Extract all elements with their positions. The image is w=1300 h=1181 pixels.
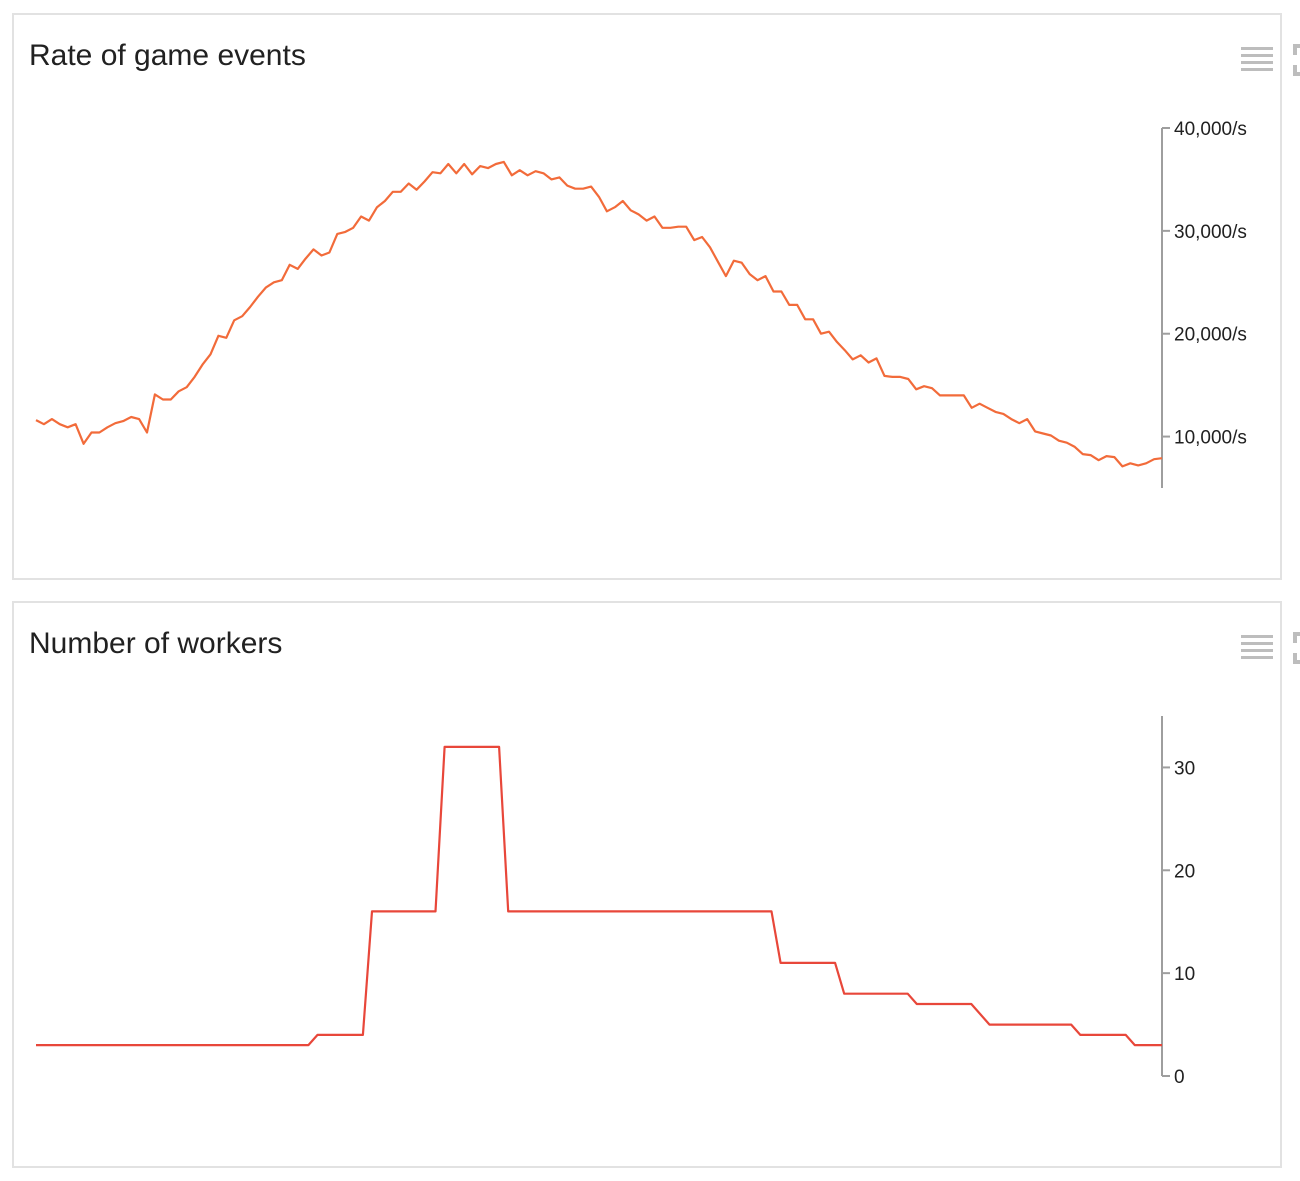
chart-title: Rate of game events	[29, 39, 306, 72]
chart-card-game-events: Rate of game events 10,000/s 20,000/s 30,0…	[12, 13, 1300, 580]
fullscreen-icon[interactable]	[1292, 43, 1300, 77]
y-tick-label: 10	[1174, 964, 1195, 985]
y-tick-label: 40,000/s	[1174, 119, 1247, 140]
y-tick-label: 10,000/s	[1174, 428, 1247, 449]
chart-card-workers: Number of workers 0 10 20 30	[12, 601, 1300, 1168]
list-icon[interactable]	[1240, 631, 1274, 665]
line-chart-workers: 0 10 20 30	[36, 716, 1195, 1088]
y-tick-label: 0	[1174, 1067, 1185, 1088]
y-tick-label: 30,000/s	[1174, 222, 1247, 243]
y-tick-label: 20	[1174, 861, 1195, 882]
series-line-0	[35, 160, 1163, 468]
y-tick-label: 20,000/s	[1174, 325, 1247, 346]
y-tick-label: 30	[1174, 758, 1195, 779]
series-line-0	[36, 745, 1162, 1047]
chart-title: Number of workers	[29, 627, 283, 660]
line-chart-game-events: 10,000/s 20,000/s 30,000/s 40,000/s	[35, 119, 1247, 488]
fullscreen-icon[interactable]	[1292, 631, 1300, 665]
list-icon[interactable]	[1240, 43, 1274, 77]
